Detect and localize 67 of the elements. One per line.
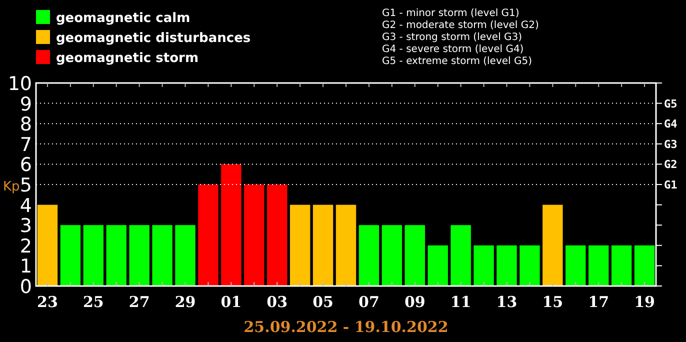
text: G5 - extreme storm (level G5) — [382, 56, 532, 67]
legend-label: geomagnetic calm — [56, 11, 190, 26]
bar — [474, 245, 494, 286]
text: G3 - strong storm (level G3) — [382, 32, 522, 43]
x-axis-title: 25.09.2022 - 19.10.2022 — [244, 318, 448, 336]
bar — [542, 204, 563, 286]
bar — [428, 245, 448, 286]
text: G1 - minor storm (level G1) — [382, 8, 520, 19]
bar — [83, 225, 104, 286]
bar — [221, 164, 242, 286]
ref-line-label: G2 — [664, 158, 678, 172]
bar — [450, 225, 471, 286]
x-tick-label: 27 — [128, 293, 150, 311]
x-tick-label: 01 — [220, 293, 242, 311]
x-tick-label: 23 — [37, 293, 58, 311]
x-tick-label: 11 — [450, 293, 472, 311]
bar — [37, 204, 58, 286]
y-tick-label: 3 — [20, 215, 32, 238]
text: G2 - moderate storm (level G2) — [382, 20, 540, 31]
ref-line-label: G4 — [664, 118, 678, 131]
y-tick-label: 7 — [20, 134, 32, 156]
y-tick-label: 5 — [20, 174, 32, 196]
x-tick-label: 29 — [174, 293, 196, 311]
bar — [175, 225, 196, 286]
bar — [358, 225, 380, 286]
bar — [312, 204, 334, 286]
y-tick-label: 9 — [20, 93, 32, 116]
x-tick-label: 05 — [312, 293, 334, 311]
y-tick-label: 2 — [20, 235, 32, 258]
bar — [611, 245, 632, 286]
x-tick-label: 19 — [634, 293, 655, 311]
x-tick-label: 03 — [266, 293, 288, 311]
x-tick-label: 13 — [496, 293, 518, 311]
y-tick-label: 8 — [20, 114, 32, 136]
bar — [588, 245, 609, 286]
y-axis-title: Kp — [3, 180, 20, 194]
bar — [496, 245, 517, 286]
bar — [106, 225, 126, 286]
ref-line-label: G5 — [664, 97, 678, 110]
bar — [382, 225, 402, 286]
bar — [198, 184, 218, 286]
bar — [60, 225, 81, 286]
x-tick-label: 17 — [588, 293, 610, 311]
legend-label: geomagnetic disturbances — [56, 31, 251, 46]
bar — [152, 225, 172, 286]
bar — [129, 225, 150, 286]
x-tick-label: 25 — [82, 293, 104, 311]
x-tick-label: 07 — [358, 293, 380, 311]
y-tick-label: 0 — [20, 276, 32, 298]
x-tick-label: 09 — [404, 293, 426, 311]
bar — [566, 245, 586, 286]
bar — [336, 204, 356, 286]
bar — [244, 184, 264, 286]
bar — [404, 225, 425, 286]
bar — [634, 245, 655, 286]
y-tick-label: 6 — [20, 154, 32, 176]
x-tick-label: 15 — [542, 293, 564, 311]
ref-line-label: G1 — [664, 178, 678, 192]
legend-label: geomagnetic storm — [56, 51, 198, 66]
y-tick-label: 1 — [20, 256, 32, 278]
bar — [520, 245, 540, 286]
ref-line-label: G3 — [664, 138, 678, 151]
y-tick-label: 10 — [8, 73, 32, 95]
bar — [290, 204, 310, 286]
bar — [267, 184, 288, 286]
y-tick-label: 4 — [20, 194, 32, 217]
text: G4 - severe storm (level G4) — [382, 44, 524, 55]
